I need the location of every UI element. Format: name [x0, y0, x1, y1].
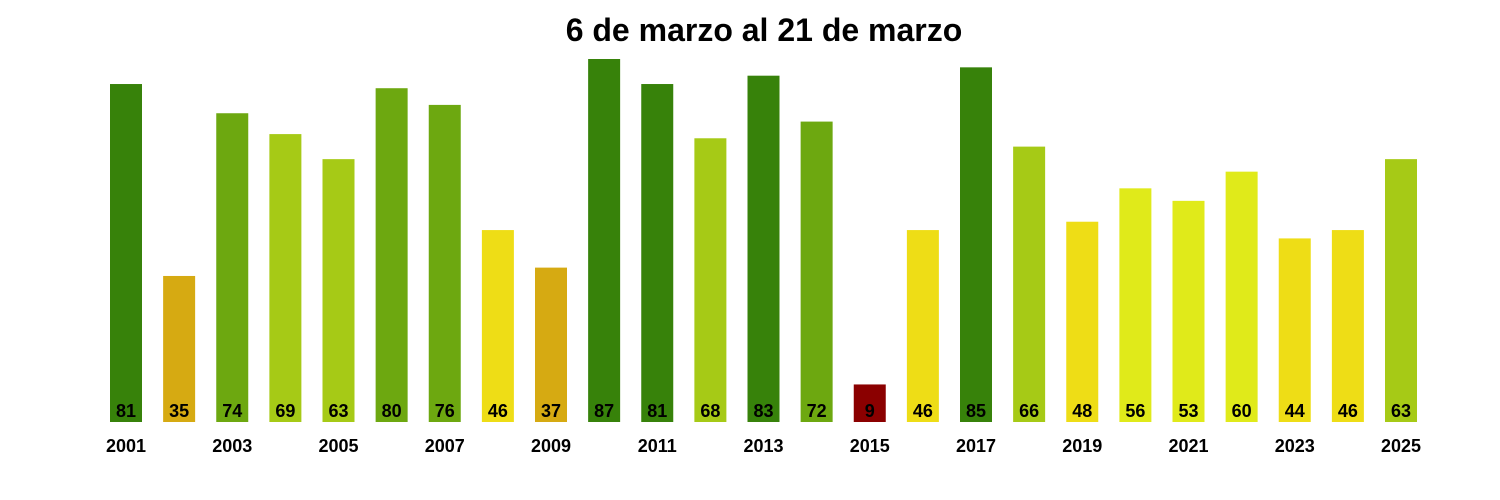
x-tick-label-2013: 2013	[743, 436, 783, 456]
value-label-2023: 44	[1285, 401, 1305, 421]
bar-2006	[375, 88, 408, 423]
value-label-2004: 69	[275, 401, 295, 421]
value-label-2019: 48	[1072, 401, 1092, 421]
value-label-2001: 81	[116, 401, 136, 421]
bar-2012	[694, 138, 727, 422]
value-label-2006: 80	[382, 401, 402, 421]
value-label-2024: 46	[1338, 401, 1358, 421]
x-tick-label-2009: 2009	[531, 436, 571, 456]
value-label-2012: 68	[700, 401, 720, 421]
value-label-2007: 76	[435, 401, 455, 421]
bar-2017	[960, 67, 992, 422]
x-tick-label-2023: 2023	[1275, 436, 1315, 456]
bar-2020	[1119, 188, 1152, 422]
value-label-2015: 9	[865, 401, 875, 421]
value-label-2013: 83	[753, 401, 773, 421]
x-tick-label-2001: 2001	[106, 436, 146, 456]
bar-2013	[747, 75, 780, 422]
bar-2002	[163, 275, 196, 422]
bar-2010	[588, 59, 621, 422]
value-label-2017: 85	[966, 401, 986, 421]
bar-2001	[110, 84, 142, 422]
bar-2005	[322, 159, 355, 422]
bar-2007	[428, 104, 461, 423]
x-tick-label-2019: 2019	[1062, 436, 1102, 456]
x-tick-label-2025: 2025	[1381, 436, 1421, 456]
bar-2025	[1385, 159, 1417, 422]
value-label-2022: 60	[1232, 401, 1252, 421]
bar-2016	[906, 230, 939, 422]
x-tick-label-2005: 2005	[318, 436, 358, 456]
value-label-2005: 63	[328, 401, 348, 421]
bar-2023	[1278, 238, 1311, 422]
x-tick-label-2021: 2021	[1168, 436, 1208, 456]
value-label-2002: 35	[169, 401, 189, 421]
bar-2011	[641, 84, 674, 422]
value-label-2008: 46	[488, 401, 508, 421]
bar-2021	[1172, 200, 1205, 422]
value-label-2009: 37	[541, 401, 561, 421]
bar-2008	[481, 230, 514, 422]
bar-2009	[535, 267, 567, 422]
bar-2004	[269, 134, 302, 422]
value-label-2025: 63	[1391, 401, 1411, 421]
bar-2014	[800, 121, 833, 422]
value-label-2011: 81	[647, 401, 667, 421]
chart-title: 6 de marzo al 21 de marzo	[565, 12, 963, 48]
bar-2022	[1225, 171, 1258, 422]
value-label-2016: 46	[913, 401, 933, 421]
bar-2018	[1013, 146, 1046, 422]
value-label-2010: 87	[594, 401, 614, 421]
x-tick-label-2011: 2011	[638, 436, 677, 456]
value-label-2014: 72	[807, 401, 827, 421]
bar-2019	[1066, 221, 1099, 422]
bar-2015	[853, 384, 886, 422]
bar-2024	[1331, 230, 1364, 422]
bar-2003	[216, 113, 249, 423]
x-tick-label-2017: 2017	[956, 436, 996, 456]
value-label-2020: 56	[1125, 401, 1145, 421]
x-tick-label-2007: 2007	[425, 436, 465, 456]
value-label-2021: 53	[1178, 401, 1198, 421]
value-label-2003: 74	[222, 401, 242, 421]
x-tick-label-2003: 2003	[212, 436, 252, 456]
value-label-2018: 66	[1019, 401, 1039, 421]
x-tick-label-2015: 2015	[850, 436, 890, 456]
